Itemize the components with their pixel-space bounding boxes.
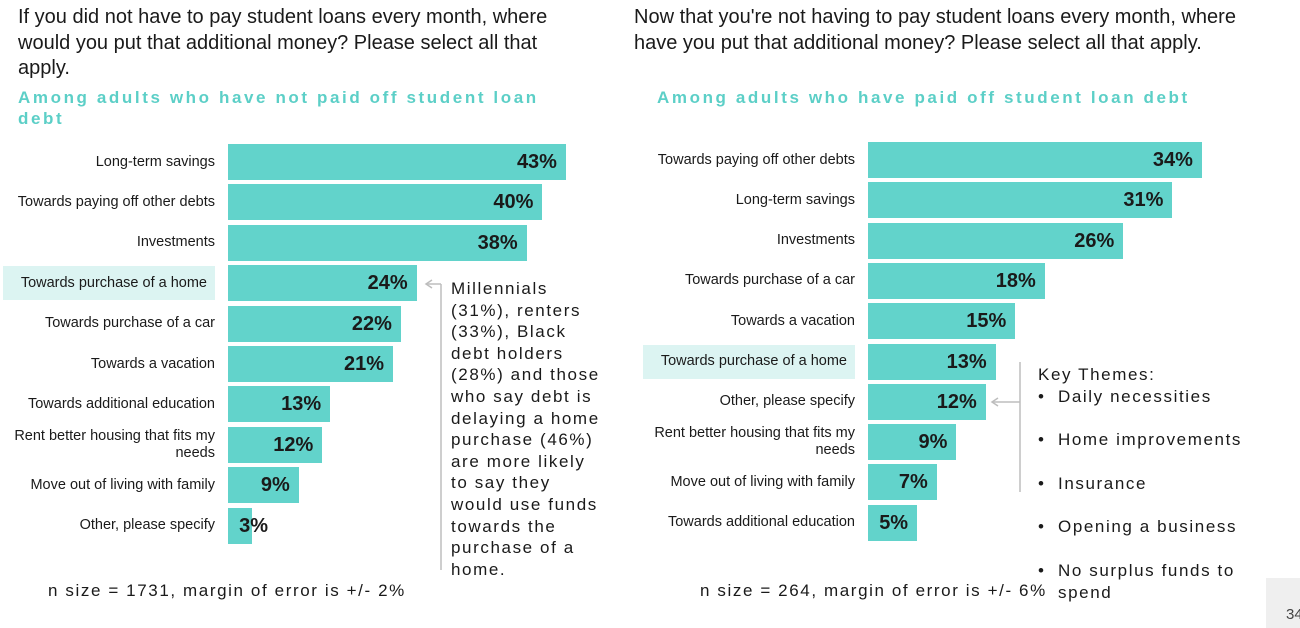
bar — [228, 386, 331, 423]
value-label: 9% — [918, 431, 948, 454]
value-label: 31% — [1123, 189, 1164, 212]
bar — [228, 224, 527, 261]
bar — [228, 305, 401, 342]
page-number-box: 34 — [1266, 578, 1300, 628]
question: If you did not have to pay student loans… — [18, 6, 548, 79]
value-label: 40% — [493, 191, 534, 214]
category-label: Investments — [776, 232, 855, 249]
value-label: 3% — [239, 514, 268, 537]
category-label: Towards additional education — [27, 395, 215, 412]
bar — [228, 346, 394, 382]
annotation-line: to say they — [451, 473, 551, 493]
bar — [228, 184, 543, 221]
footnote: n size = 264, margin of error is +/- 6% — [700, 581, 1047, 600]
category-label: Towards paying off other debts — [657, 151, 855, 168]
category-label: Towards purchase of a home — [643, 344, 855, 379]
category-label: Other, please specify — [719, 393, 855, 410]
subtitle: Among adults who have not paid off stude… — [18, 88, 539, 128]
category-label: Move out of living with family — [30, 476, 215, 493]
bar — [868, 383, 986, 420]
category-label: Towards additional education — [667, 514, 855, 531]
bar — [228, 467, 299, 504]
question: Now that you're not having to pay studen… — [634, 6, 1236, 54]
annotation-line: home. — [451, 559, 507, 579]
category-label: Towards purchase of a car — [44, 315, 215, 332]
bar — [868, 424, 957, 461]
annotation-line: delaying a home — [451, 408, 600, 428]
category-label: Rent better housing that fits my needs — [14, 427, 215, 461]
annotation-line: are more likely — [451, 451, 586, 471]
category-label: Towards purchase of a car — [684, 272, 855, 289]
value-label: 21% — [344, 353, 385, 375]
value-label: 13% — [281, 393, 322, 416]
key-theme: Daily necessities — [1038, 386, 1263, 408]
page-number: 34 — [1286, 606, 1300, 623]
bar — [868, 343, 996, 380]
bar — [228, 426, 323, 463]
bar — [868, 182, 1173, 219]
category-label: Towards paying off other debts — [17, 193, 215, 210]
category-label: Investments — [136, 234, 215, 251]
key-theme: Home improvements — [1038, 429, 1263, 451]
value-label: 13% — [946, 350, 987, 373]
callout-arrow — [990, 397, 999, 407]
bar — [228, 507, 252, 544]
callout-line — [427, 283, 442, 570]
key-themes-title: Key Themes: — [1038, 365, 1156, 384]
annotation-line: purchase (46%) — [451, 430, 594, 450]
value-label: 12% — [273, 433, 314, 456]
value-label: 15% — [966, 310, 1007, 333]
key-theme: Opening a business — [1038, 516, 1263, 538]
value-label: 43% — [516, 151, 557, 173]
annotation-line: who say debt is — [451, 387, 593, 406]
bar — [868, 504, 918, 541]
value-label: 7% — [898, 471, 928, 494]
bar — [228, 265, 417, 302]
annotation-line: Millennials — [451, 279, 548, 298]
annotation-line: purchase of a — [451, 538, 575, 558]
key-theme: No surplus funds to spend — [1038, 560, 1263, 603]
bar — [228, 144, 566, 180]
value-label: 18% — [995, 269, 1036, 292]
category-label: Towards a vacation — [90, 355, 215, 372]
annotation-line: (28%) and those — [451, 365, 600, 385]
annotation-line: (33%), Black — [451, 322, 567, 342]
footnote: n size = 1731, margin of error is +/- 2% — [48, 581, 406, 600]
value-label: 26% — [1074, 229, 1115, 252]
value-label: 12% — [936, 390, 977, 413]
category-label: Long-term savings — [95, 153, 215, 170]
annotation-line: towards the — [451, 516, 557, 536]
category-label: Towards purchase of a home — [3, 266, 215, 301]
value-label: 34% — [1152, 149, 1193, 171]
value-label: 24% — [367, 272, 408, 295]
value-label: 5% — [879, 511, 909, 534]
annotation-line: (31%), renters — [451, 300, 582, 320]
category-label: Rent better housing that fits my needs — [654, 425, 855, 459]
category-label: Other, please specify — [79, 517, 215, 534]
bar — [868, 142, 1202, 178]
value-label: 22% — [351, 312, 392, 335]
subtitle: Among adults who have paid off student l… — [657, 88, 1190, 107]
key-theme: Insurance — [1038, 473, 1263, 495]
category-label: Move out of living with family — [670, 473, 855, 490]
bar — [868, 262, 1045, 299]
bar — [868, 464, 937, 501]
value-label: 9% — [260, 474, 290, 497]
annotation-line: debt holders — [451, 343, 564, 363]
category-label: Towards a vacation — [730, 312, 855, 329]
callout-arrow — [424, 279, 433, 289]
bar — [868, 222, 1124, 259]
annotation-line: would use funds — [451, 495, 598, 514]
callout-line — [992, 362, 1021, 492]
value-label: 38% — [477, 231, 518, 254]
bar — [868, 303, 1016, 340]
category-label: Long-term savings — [735, 191, 855, 208]
